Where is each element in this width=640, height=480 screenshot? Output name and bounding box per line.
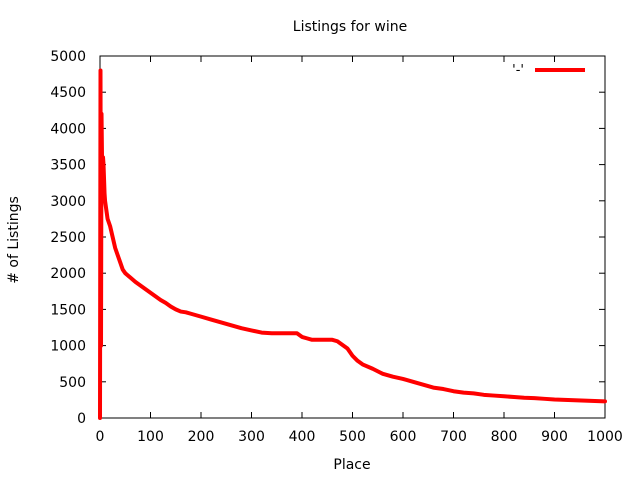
x-tick-label: 500 [339,429,366,445]
x-tick-label: 900 [541,429,568,445]
x-tick-label: 100 [137,429,164,445]
x-tick-label: 300 [238,429,265,445]
series-line-0 [98,68,607,420]
y-tick-label: 1500 [50,302,86,318]
y-axis-title: # of Listings [6,196,22,284]
x-axis-title: Place [333,457,370,473]
legend-label: '-' [512,63,524,78]
y-tick-label: 2500 [50,230,86,246]
x-tick-label: 1000 [587,429,623,445]
y-tick-label: 1000 [50,339,86,355]
y-tick-label: 0 [77,411,86,427]
y-tick-label: 4000 [50,121,86,137]
y-tick-label: 4500 [50,85,86,101]
y-tick-label: 2000 [50,266,86,282]
x-tick-label: 800 [491,429,518,445]
y-tick-label: 3000 [50,194,86,210]
x-tick-label: 700 [440,429,467,445]
x-tick-label: 0 [96,429,105,445]
y-tick-label: 3500 [50,158,86,174]
series-layer [98,68,607,420]
plot-frame [99,55,606,419]
y-axis: 0 500 1000 1500 2000 2500 3000 3500 4000 4500 5000 [50,49,605,427]
plot-area [99,55,606,419]
x-tick-label: 600 [390,429,417,445]
chart-title: Listings for wine [293,19,407,35]
y-tick-label: 500 [59,375,86,391]
x-axis: 0 100 200 300 400 500 600 700 800 900 1000 [96,56,623,445]
x-tick-label: 400 [289,429,316,445]
legend: '-' [512,63,585,78]
x-tick-label: 200 [188,429,215,445]
y-tick-label: 5000 [50,49,86,65]
